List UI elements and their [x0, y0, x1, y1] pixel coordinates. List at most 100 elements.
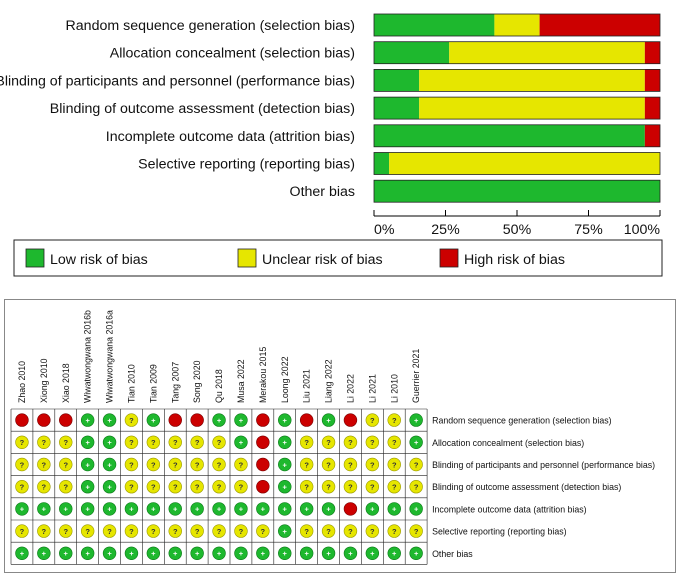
judgement-low-li-2010-5 [387, 502, 401, 516]
judgement-unclear-song-2020-4 [190, 480, 204, 494]
judgement-low-wiwatwongwana-2016b-4 [80, 480, 95, 494]
judgement-symbol-low: + [392, 549, 397, 558]
judgement-low-wiwatwongwana-2016b-5 [80, 502, 95, 516]
judgement-symbol-unclear: ? [173, 527, 178, 536]
bar-high-random-sequence-generation-selection-bias [539, 14, 660, 36]
study-label-tian-2009: Tian 2009 [148, 364, 158, 403]
judgement-symbol-low: + [304, 549, 309, 558]
judgement-low-loong-2022-2 [278, 435, 292, 450]
judgement-symbol-low: + [217, 549, 222, 558]
judgement-unclear-tian-2010-6 [124, 524, 139, 538]
study-label-li-2021: Li 2021 [367, 374, 377, 403]
judgement-unclear-xiong-2010-6 [37, 524, 51, 538]
judgement-symbol-low: + [195, 505, 200, 514]
bar-outline-random-sequence-generation-selection-bias [373, 13, 661, 37]
judgement-unclear-zhao-2010-6 [15, 524, 29, 538]
x-tick-label: 0% [374, 222, 395, 238]
judgement-symbol-low: + [85, 549, 90, 558]
judgement-symbol-low: + [217, 505, 222, 514]
judgement-unclear-liu-2021-6 [299, 524, 314, 538]
judgement-low-xiao-2018-5 [59, 502, 73, 516]
judgement-symbol-low: + [129, 505, 134, 514]
study-label-tian-2010: Tian 2010 [126, 364, 136, 403]
judgement-unclear-liang-2022-6 [321, 524, 336, 538]
judgement-unclear-li-2022-3 [343, 457, 358, 472]
study-label-xiong-2010: Xiong 2010 [39, 358, 49, 403]
judgement-low-liang-2022-7 [321, 546, 336, 561]
judgement-low-li-2021-5 [365, 502, 380, 516]
judgement-symbol-low: + [195, 549, 200, 558]
judgement-symbol-low: + [239, 438, 244, 447]
study-label-qu-2018: Qu 2018 [214, 369, 224, 403]
judgement-low-li-2010-7 [387, 546, 401, 561]
judgement-symbol-low: + [173, 505, 178, 514]
judgement-low-guerrier-2021-7 [409, 546, 423, 561]
judgement-unclear-guerrier-2021-3 [409, 457, 423, 472]
bar-high-allocation-concealment-selection-bias [644, 41, 660, 64]
judgement-symbol-unclear: ? [348, 438, 353, 447]
judgement-symbol-low: + [151, 505, 156, 514]
judgement-unclear-liang-2022-4 [321, 480, 336, 494]
judgement-unclear-xiong-2010-3 [37, 457, 51, 472]
judgement-unclear-tian-2010-1 [124, 413, 139, 427]
x-tick-label: 75% [574, 222, 603, 238]
bar-outline-incomplete-outcome-data-attrition-bias [373, 124, 661, 148]
judgement-symbol-unclear: ? [195, 438, 200, 447]
bar-outline-allocation-concealment-selection-bias [373, 41, 661, 65]
study-label-xiao-2018: Xiao 2018 [61, 363, 71, 403]
judgement-symbol-unclear: ? [195, 460, 200, 469]
judgement-low-guerrier-2021-5 [409, 502, 423, 516]
judgement-unclear-liu-2021-2 [299, 435, 314, 450]
bar-outline-selective-reporting-reporting-bias [373, 152, 661, 175]
study-label-liang-2022: Liang 2022 [324, 359, 334, 403]
judgement-symbol-low: + [151, 416, 156, 425]
judgement-unclear-xiong-2010-4 [37, 480, 51, 494]
judgement-unclear-tian-2010-3 [124, 457, 139, 472]
judgement-symbol-unclear: ? [304, 438, 309, 447]
study-label-musa-2022: Musa 2022 [236, 359, 246, 403]
legend-swatch-high [439, 248, 459, 268]
judgement-symbol-unclear: ? [348, 460, 353, 469]
judgement-low-zhao-2010-5 [15, 502, 29, 516]
study-label-tang-2007: Tang 2007 [170, 362, 180, 403]
legend-label-unclear: Unclear risk of bias [262, 252, 383, 268]
judgement-low-loong-2022-3 [278, 457, 292, 472]
judgement-symbol-unclear: ? [151, 460, 156, 469]
judgement-symbol-low: + [283, 505, 288, 514]
judgement-symbol-unclear: ? [195, 483, 200, 492]
judgement-low-liu-2021-7 [299, 546, 314, 561]
judgement-symbol-low: + [151, 549, 156, 558]
judgement-low-tian-2009-7 [146, 546, 161, 561]
domain-label-allocation-concealment-selection-bias: Allocation concealment (selection bias) [432, 438, 584, 448]
judgement-symbol-low: + [239, 549, 244, 558]
judgement-symbol-unclear: ? [151, 483, 156, 492]
judgement-symbol-unclear: ? [173, 438, 178, 447]
judgement-symbol-low: + [64, 505, 69, 514]
judgement-symbol-low: + [20, 549, 25, 558]
judgement-unclear-li-2010-2 [387, 435, 401, 450]
judgement-unclear-tian-2010-2 [124, 435, 139, 450]
judgement-symbol-unclear: ? [217, 438, 222, 447]
judgement-low-li-2022-7 [343, 546, 358, 561]
category-label-random-sequence-generation-selection-bias: Random sequence generation (selection bi… [66, 18, 355, 34]
judgement-unclear-li-2010-6 [387, 524, 401, 538]
judgement-symbol-low: + [283, 549, 288, 558]
judgement-symbol-unclear: ? [20, 438, 25, 447]
domain-label-incomplete-outcome-data-attrition-bias: Incomplete outcome data (attrition bias) [432, 504, 587, 514]
judgement-symbol-low: + [85, 438, 90, 447]
judgement-unclear-liu-2021-3 [299, 457, 314, 472]
judgement-symbol-low: + [370, 505, 375, 514]
judgement-low-wiwatwongwana-2016a-2 [102, 435, 117, 450]
judgement-symbol-unclear: ? [63, 483, 68, 492]
judgement-symbol-unclear: ? [392, 527, 397, 536]
judgement-symbol-low: + [173, 549, 178, 558]
judgement-high-xiong-2010-1 [37, 413, 51, 427]
judgement-low-loong-2022-7 [278, 546, 292, 561]
judgement-symbol-unclear: ? [326, 527, 331, 536]
category-label-incomplete-outcome-data-attrition-bias: Incomplete outcome data (attrition bias) [106, 129, 355, 145]
judgement-symbol-low: + [326, 416, 331, 425]
bar-unclear-random-sequence-generation-selection-bias [494, 14, 540, 36]
judgement-high-merakou-2015-3 [256, 457, 270, 472]
judgement-low-musa-2022-7 [234, 546, 248, 561]
judgement-low-tian-2009-5 [146, 502, 161, 516]
